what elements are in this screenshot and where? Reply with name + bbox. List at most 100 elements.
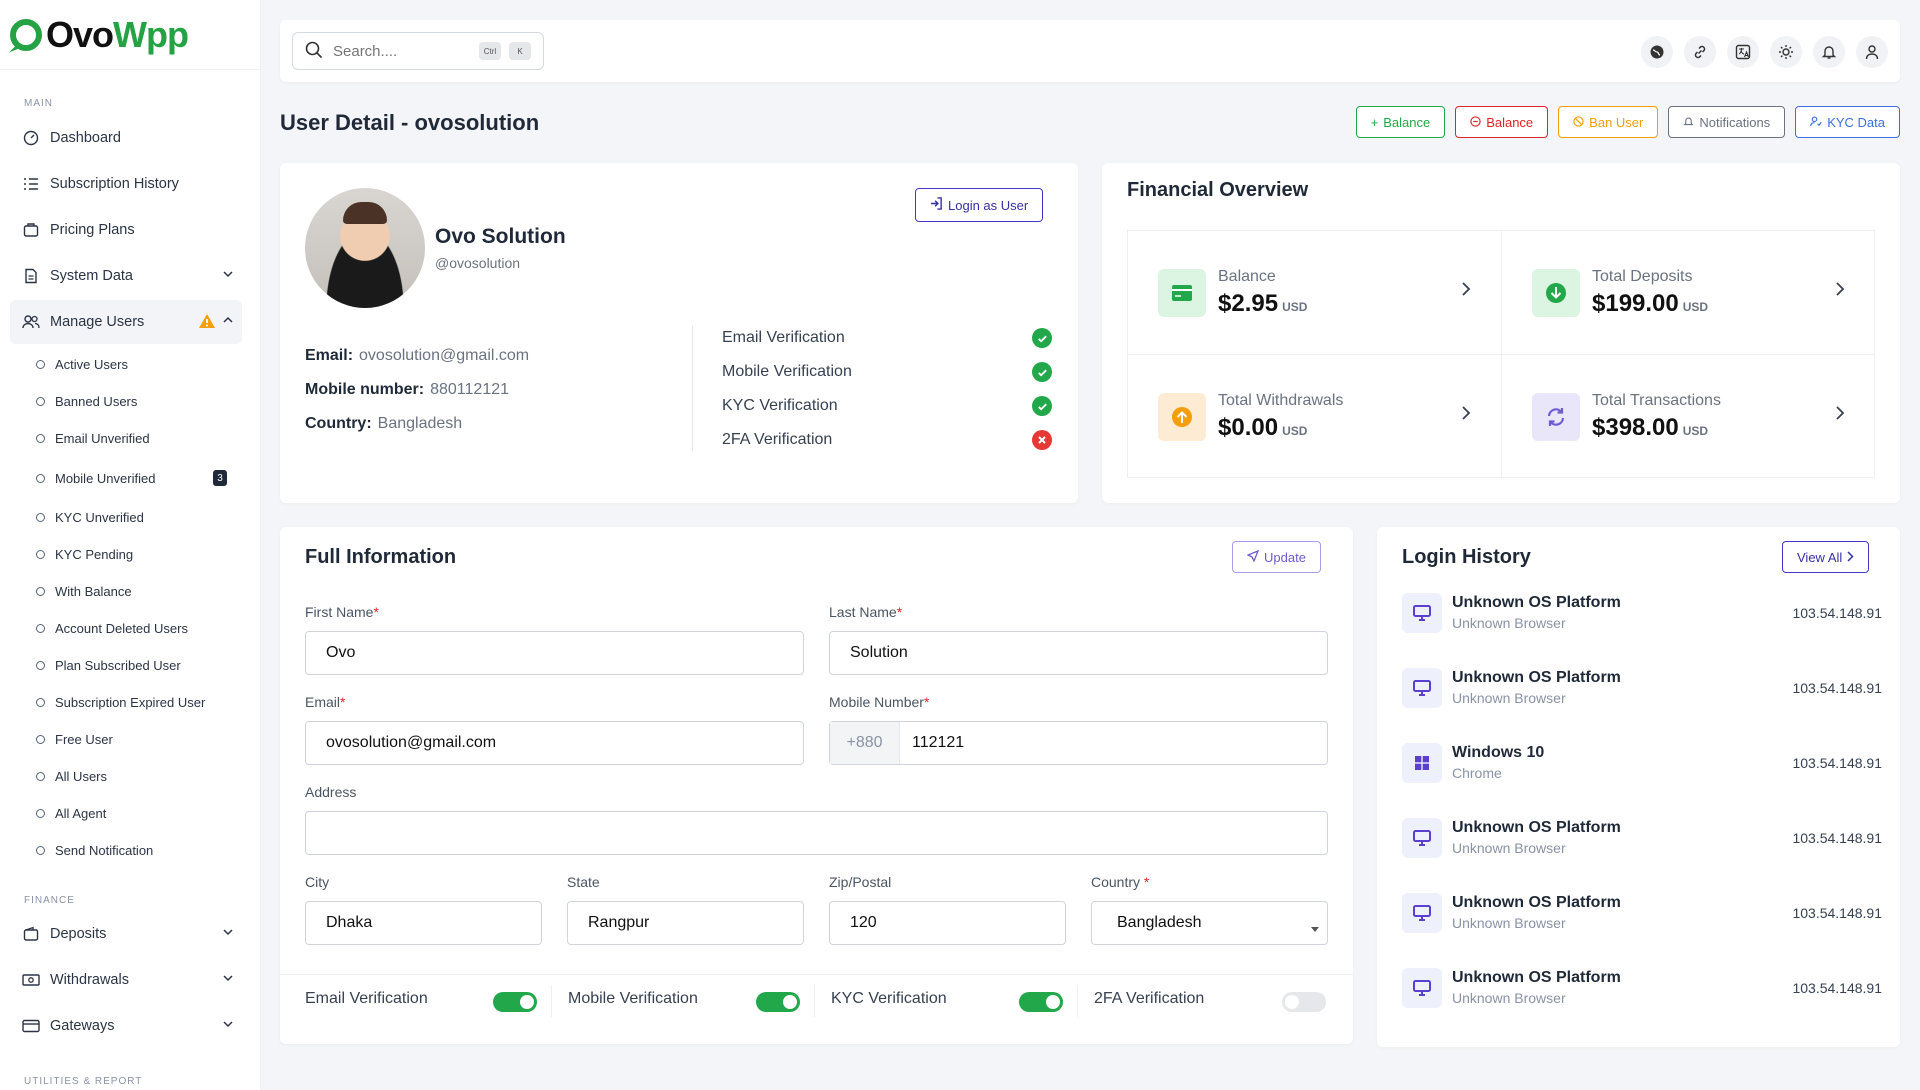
stat-currency: USD <box>1682 300 1709 314</box>
address-field[interactable] <box>305 811 1328 855</box>
sun-icon[interactable] <box>1770 36 1802 68</box>
login-info: Unknown OS Platform Unknown Browser <box>1452 969 1621 1006</box>
country-select-value: Bangladesh <box>1117 914 1202 931</box>
sub-item-active-users[interactable]: Active Users <box>36 349 128 379</box>
sub-item-free-user[interactable]: Free User <box>36 724 113 754</box>
view-all-button[interactable]: View All <box>1782 541 1870 573</box>
monitor-icon <box>1402 892 1442 933</box>
sub-item-kyc-pending[interactable]: KYC Pending <box>36 539 133 569</box>
divider <box>814 985 815 1017</box>
list-icon <box>22 175 40 193</box>
add-balance-button[interactable]: + Balance <box>1355 106 1446 138</box>
city-field[interactable]: Dhaka <box>305 901 542 945</box>
login-history-row: Unknown OS Platform Unknown Browser 103.5… <box>1402 950 1882 1025</box>
brand-logo[interactable]: OvoWpp <box>0 0 260 70</box>
circle-icon <box>36 473 45 483</box>
divider <box>280 974 1353 975</box>
sub-item-plan-subscribed-user[interactable]: Plan Subscribed User <box>36 650 181 680</box>
circle-icon <box>36 586 45 596</box>
mobile-number-label: Mobile Number* <box>829 694 929 710</box>
login-history-row: Windows 10 Chrome 103.54.148.91 <box>1402 725 1882 800</box>
email-verification-toggle[interactable] <box>493 992 537 1012</box>
login-as-user-button[interactable]: Login as User <box>915 188 1044 222</box>
sub-item-subscription-expired-user[interactable]: Subscription Expired User <box>36 687 205 717</box>
bell-icon[interactable] <box>1813 36 1845 68</box>
sidebar-item-withdrawals[interactable]: Withdrawals <box>10 958 242 1002</box>
2fa-verification-toggle[interactable] <box>1282 992 1326 1012</box>
sidebar-item-gateways[interactable]: Gateways <box>10 1004 242 1048</box>
total-deposits-stat[interactable]: Total Deposits $199.00 USD <box>1502 231 1875 355</box>
state-field[interactable]: Rangpur <box>567 901 804 945</box>
card-icon <box>1158 269 1206 317</box>
search-box[interactable]: Ctrl K <box>292 32 544 70</box>
monitor-icon <box>1402 817 1442 858</box>
label-text: Email <box>305 694 341 710</box>
mobile-verification-toggle[interactable] <box>756 992 800 1012</box>
ban-user-button[interactable]: Ban User <box>1558 106 1659 138</box>
translate-icon[interactable] <box>1727 36 1759 68</box>
sub-item-kyc-unverified[interactable]: KYC Unverified <box>36 502 144 532</box>
mobile-number-field[interactable]: +880 112121 <box>829 721 1328 765</box>
sub-item-banned-users[interactable]: Banned Users <box>36 386 137 416</box>
sidebar-item-dashboard[interactable]: Dashboard <box>10 116 242 160</box>
chevron-right-icon <box>1847 550 1854 565</box>
subtract-balance-button[interactable]: Balance <box>1455 106 1549 138</box>
sub-item-account-deleted-users[interactable]: Account Deleted Users <box>36 613 188 643</box>
sub-item-all-agent[interactable]: All Agent <box>36 798 106 828</box>
chevron-right-icon <box>1461 405 1471 424</box>
verification-row-mobile: Mobile Verification <box>722 362 1052 382</box>
button-label: View All <box>1797 549 1843 565</box>
check-icon <box>1032 396 1052 416</box>
stat-label: Balance <box>1218 268 1276 285</box>
button-label: KYC Data <box>1827 114 1885 130</box>
email-field[interactable]: ovosolution@gmail.com <box>305 721 804 765</box>
chat-bubble-icon <box>10 18 42 51</box>
balance-stat[interactable]: Balance $2.95 USD <box>1128 231 1501 355</box>
last-name-field[interactable]: Solution <box>829 631 1328 675</box>
total-transactions-stat[interactable]: Total Transactions $398.00 USD <box>1502 355 1875 479</box>
login-ip: 103.54.148.91 <box>1792 830 1882 846</box>
sub-item-mobile-unverified[interactable]: Mobile Unverified <box>36 463 155 493</box>
login-info: Unknown OS Platform Unknown Browser <box>1452 819 1621 856</box>
country-value: Bangladesh <box>377 415 463 432</box>
sidebar-item-manage-users[interactable]: Manage Users <box>10 300 242 344</box>
country-info: Country: Bangladesh <box>305 415 462 433</box>
sidebar-item-pricing-plans[interactable]: Pricing Plans <box>10 208 242 252</box>
user-icon[interactable] <box>1856 36 1888 68</box>
sub-item-email-unverified[interactable]: Email Unverified <box>36 423 150 453</box>
section-finance: FINANCE <box>24 895 75 906</box>
notifications-button[interactable]: Notifications <box>1668 106 1786 138</box>
sidebar-item-deposits[interactable]: Deposits <box>10 912 242 956</box>
required-mark: * <box>923 694 930 710</box>
globe-icon[interactable] <box>1641 36 1673 68</box>
sub-item-send-notification[interactable]: Send Notification <box>36 835 153 865</box>
kyc-verification-toggle[interactable] <box>1019 992 1063 1012</box>
search-input[interactable] <box>333 42 473 60</box>
login-browser: Unknown Browser <box>1452 615 1566 631</box>
sub-item-label: Banned Users <box>55 393 138 409</box>
zip-field[interactable]: 120 <box>829 901 1066 945</box>
sub-item-label: Free User <box>55 731 113 747</box>
login-icon <box>930 197 943 213</box>
zip-label: Zip/Postal <box>829 874 892 890</box>
dial-code: +880 <box>830 722 900 764</box>
link-icon[interactable] <box>1684 36 1716 68</box>
refresh-icon <box>1532 393 1580 441</box>
update-button[interactable]: Update <box>1232 541 1321 573</box>
kyc-data-button[interactable]: KYC Data <box>1795 106 1900 138</box>
sub-item-label: All Agent <box>55 805 107 821</box>
country-select[interactable]: Bangladesh <box>1091 901 1328 945</box>
address-label: Address <box>305 784 357 800</box>
stat-currency: USD <box>1682 424 1709 438</box>
sidebar-item-system-data[interactable]: System Data <box>10 254 242 298</box>
total-withdrawals-stat[interactable]: Total Withdrawals $0.00 USD <box>1128 355 1501 479</box>
required-mark: * <box>896 604 903 620</box>
first-name-field[interactable]: Ovo <box>305 631 804 675</box>
chevron-up-icon <box>222 314 234 330</box>
arrow-down-circle-icon <box>1532 269 1580 317</box>
sub-item-all-users[interactable]: All Users <box>36 761 107 791</box>
credit-card-icon <box>22 1017 40 1035</box>
sub-item-with-balance[interactable]: With Balance <box>36 576 132 606</box>
user-check-icon <box>1810 115 1822 130</box>
sidebar-item-subscription-history[interactable]: Subscription History <box>10 162 242 206</box>
